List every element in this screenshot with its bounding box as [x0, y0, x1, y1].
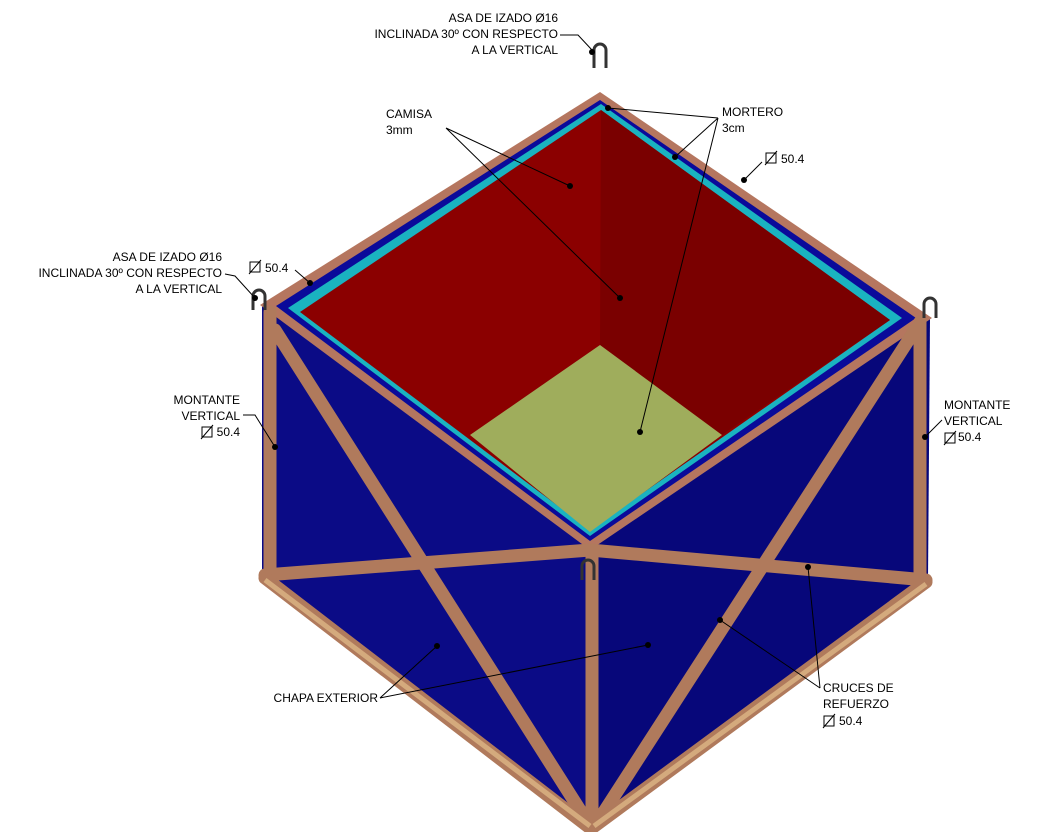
frame-members: [258, 305, 933, 832]
label: 3cm: [722, 121, 745, 135]
label: CAMISA: [386, 107, 432, 121]
label: A LA VERTICAL: [136, 282, 223, 296]
label: ASA DE IZADO Ø16: [113, 250, 223, 264]
labels: ASA DE IZADO Ø16 INCLINADA 30º CON RESPE…: [38, 11, 1010, 728]
label: MORTERO: [722, 105, 783, 119]
label: 50.4: [265, 261, 289, 275]
liner-right: [600, 110, 890, 435]
label: 50.4: [958, 430, 982, 444]
label: 50.4: [781, 152, 805, 166]
label: CHAPA EXTERIOR: [274, 691, 379, 705]
label: MONTANTE: [944, 398, 1010, 412]
label: VERTICAL: [944, 414, 1003, 428]
label: ASA DE IZADO Ø16: [449, 11, 559, 25]
leaders: [224, 34, 943, 699]
label: INCLINADA 30º CON RESPECTO: [38, 266, 222, 280]
label: 50.4: [217, 425, 241, 439]
label: REFUERZO: [823, 697, 889, 711]
label: VERTICAL: [182, 409, 241, 423]
profile-symbols: [200, 150, 957, 729]
label: 50.4: [839, 714, 863, 728]
label: INCLINADA 30º CON RESPECTO: [374, 27, 558, 41]
label: MONTANTE: [174, 393, 240, 407]
floor: [470, 345, 722, 532]
container-drawing: [251, 42, 938, 832]
label: 3mm: [386, 123, 413, 137]
label: CRUCES DE: [823, 681, 894, 695]
lifting-lugs: [251, 42, 938, 580]
label: A LA VERTICAL: [472, 43, 559, 57]
